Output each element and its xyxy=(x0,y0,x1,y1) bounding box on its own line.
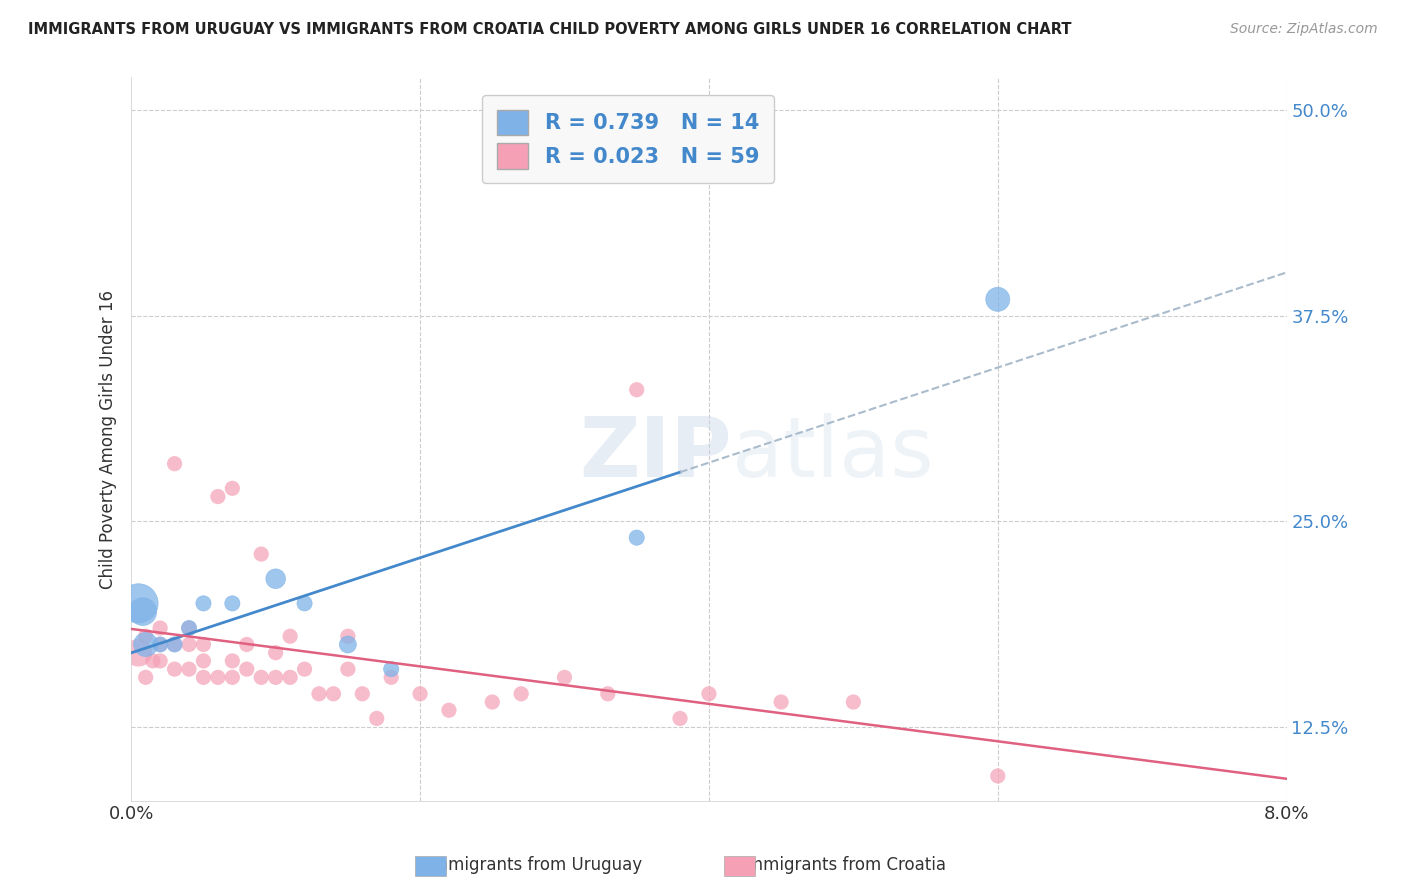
Point xyxy=(366,711,388,725)
Text: Immigrants from Croatia: Immigrants from Croatia xyxy=(741,856,946,874)
Point xyxy=(221,596,243,610)
Point xyxy=(987,769,1010,783)
Point xyxy=(132,605,155,619)
Point xyxy=(294,596,316,610)
Point xyxy=(193,670,215,684)
Point xyxy=(669,711,692,725)
Point xyxy=(163,638,186,652)
Point xyxy=(163,638,186,652)
Point xyxy=(264,670,287,684)
Point xyxy=(264,572,287,586)
Point xyxy=(236,662,259,676)
Text: ZIP: ZIP xyxy=(579,413,733,494)
Point xyxy=(193,596,215,610)
Point xyxy=(221,654,243,668)
Point xyxy=(193,654,215,668)
Point xyxy=(221,481,243,495)
Point xyxy=(149,621,172,635)
Point xyxy=(553,670,575,684)
Point xyxy=(177,621,200,635)
Point xyxy=(308,687,330,701)
Point xyxy=(626,531,648,545)
Legend: R = 0.739   N = 14, R = 0.023   N = 59: R = 0.739 N = 14, R = 0.023 N = 59 xyxy=(482,95,773,184)
Point xyxy=(1204,835,1226,849)
Point xyxy=(193,638,215,652)
Text: atlas: atlas xyxy=(733,413,934,494)
Point xyxy=(322,687,344,701)
Point xyxy=(135,629,157,643)
Point xyxy=(596,687,619,701)
Point xyxy=(987,293,1010,307)
Point xyxy=(250,547,273,561)
Point xyxy=(336,662,359,676)
Point xyxy=(437,703,460,717)
Point xyxy=(177,638,200,652)
Point xyxy=(481,695,503,709)
Point xyxy=(770,695,793,709)
Point xyxy=(842,695,865,709)
Point xyxy=(135,670,157,684)
Point xyxy=(127,646,149,660)
Point xyxy=(409,687,432,701)
Point xyxy=(336,629,359,643)
Text: Immigrants from Uruguay: Immigrants from Uruguay xyxy=(426,856,643,874)
Point xyxy=(336,638,359,652)
Point xyxy=(264,646,287,660)
Point xyxy=(380,662,402,676)
Text: Source: ZipAtlas.com: Source: ZipAtlas.com xyxy=(1230,22,1378,37)
Point xyxy=(135,638,157,652)
Y-axis label: Child Poverty Among Girls Under 16: Child Poverty Among Girls Under 16 xyxy=(100,290,117,589)
Point xyxy=(149,638,172,652)
Point xyxy=(697,687,720,701)
Point xyxy=(278,670,301,684)
Point xyxy=(142,654,165,668)
Point xyxy=(207,490,229,504)
Point xyxy=(380,670,402,684)
Point xyxy=(250,670,273,684)
Point xyxy=(163,457,186,471)
Point xyxy=(177,621,200,635)
Text: IMMIGRANTS FROM URUGUAY VS IMMIGRANTS FROM CROATIA CHILD POVERTY AMONG GIRLS UND: IMMIGRANTS FROM URUGUAY VS IMMIGRANTS FR… xyxy=(28,22,1071,37)
Point xyxy=(177,662,200,676)
Point xyxy=(510,687,533,701)
Point xyxy=(236,638,259,652)
Point xyxy=(278,629,301,643)
Point xyxy=(294,662,316,676)
Point xyxy=(163,662,186,676)
Point xyxy=(149,638,172,652)
Point xyxy=(127,596,149,610)
Point xyxy=(149,654,172,668)
Point xyxy=(352,687,374,701)
Point xyxy=(626,383,648,397)
Point xyxy=(207,670,229,684)
Point xyxy=(221,670,243,684)
